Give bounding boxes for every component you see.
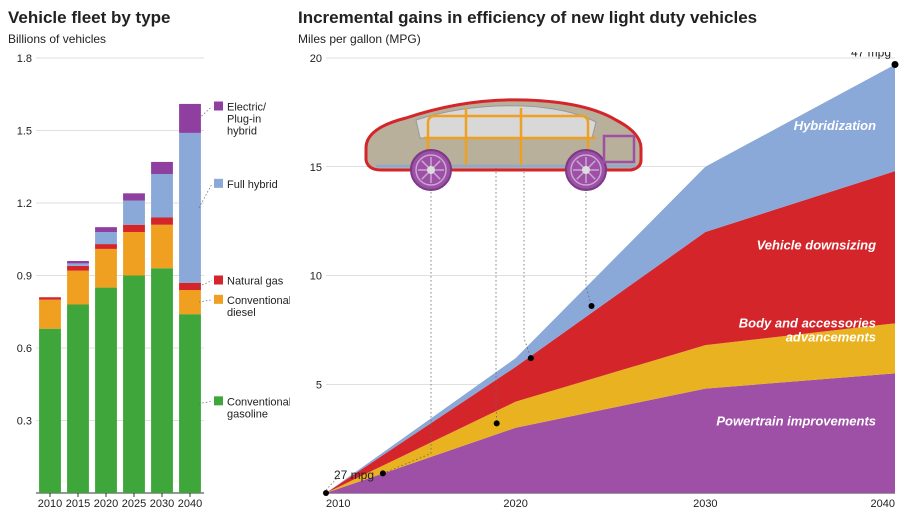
svg-text:1.8: 1.8 (17, 53, 32, 65)
svg-text:2010: 2010 (326, 498, 350, 510)
bar-segment (151, 225, 173, 269)
legend-label: Full hybrid (227, 179, 278, 191)
bar-segment (95, 249, 117, 288)
area-label: Hybridization (794, 118, 876, 133)
bar-segment (95, 227, 117, 232)
svg-text:2015: 2015 (66, 498, 90, 510)
svg-text:1.5: 1.5 (17, 126, 32, 138)
bar-segment (67, 263, 89, 265)
bar-segment (123, 276, 145, 494)
legend-label: diesel (227, 307, 256, 319)
svg-text:15: 15 (310, 162, 322, 174)
bar-segment (67, 266, 89, 271)
bar-segment (95, 232, 117, 244)
legend-swatch (214, 295, 223, 304)
left-chart-subtitle: Billions of vehicles (8, 32, 290, 46)
area-label: Vehicle downsizing (757, 237, 876, 252)
bar-segment (179, 133, 201, 283)
bar-segment (123, 225, 145, 232)
bar-segment (151, 174, 173, 218)
bar-segment (151, 218, 173, 225)
start-mpg-label: 27 mpg (334, 468, 374, 482)
bar-segment (123, 193, 145, 200)
bar-segment (67, 305, 89, 494)
area-label: advancements (786, 330, 876, 345)
legend-swatch (214, 179, 223, 188)
area-label: Powertrain improvements (716, 414, 876, 429)
legend-swatch (214, 276, 223, 285)
bar-segment (39, 329, 61, 493)
left-chart-title: Vehicle fleet by type (8, 8, 290, 28)
legend-label: Natural gas (227, 276, 284, 288)
svg-text:1.2: 1.2 (17, 198, 32, 210)
svg-text:10: 10 (310, 271, 322, 283)
svg-text:0.9: 0.9 (17, 271, 32, 283)
svg-text:0.6: 0.6 (17, 343, 32, 355)
legend-label: hybrid (227, 126, 257, 138)
right-chart-title: Incremental gains in efficiency of new l… (298, 8, 901, 28)
svg-text:20: 20 (310, 53, 322, 65)
bar-segment (151, 268, 173, 493)
fleet-bar-chart: 0.3 0.6 0.9 1.2 1.5 1.8 2010 2015 2020 2025 2030 20… (8, 52, 290, 517)
bar-segment (179, 314, 201, 493)
legend-label: Conventional (227, 396, 290, 408)
legend-label: Plug-in (227, 114, 261, 126)
svg-text:2040: 2040 (871, 498, 895, 510)
bar-segment (67, 271, 89, 305)
legend-swatch (214, 396, 223, 405)
legend-label: Electric/ (227, 102, 267, 114)
bar-segment (179, 290, 201, 314)
bar-segment (67, 261, 89, 263)
right-chart-subtitle: Miles per gallon (MPG) (298, 32, 901, 46)
svg-text:5: 5 (316, 379, 322, 391)
svg-text:0.3: 0.3 (17, 416, 32, 428)
legend-label: Conventional (227, 295, 290, 307)
svg-text:2040: 2040 (178, 498, 202, 510)
bar-segment (151, 162, 173, 174)
bar-segment (39, 297, 61, 299)
svg-text:2020: 2020 (94, 498, 118, 510)
bar-segment (123, 201, 145, 225)
end-mpg-label: 47 mpg (851, 52, 891, 60)
legend-label: gasoline (227, 408, 268, 420)
efficiency-area-chart: 5 10 15 20 2010 2020 2030 2040 Hybridization Vehi… (298, 52, 901, 517)
svg-text:2030: 2030 (150, 498, 174, 510)
bar-segment (95, 288, 117, 493)
bar-segment (95, 244, 117, 249)
bar-segment (123, 232, 145, 276)
svg-text:2030: 2030 (693, 498, 717, 510)
legend-swatch (214, 102, 223, 111)
svg-text:2025: 2025 (122, 498, 146, 510)
bar-segment (39, 300, 61, 329)
area-label: Body and accessories (739, 316, 876, 331)
bar-segment (179, 104, 201, 133)
svg-text:2010: 2010 (38, 498, 62, 510)
svg-text:2020: 2020 (503, 498, 527, 510)
car-illustration (366, 100, 641, 190)
bar-segment (179, 283, 201, 290)
